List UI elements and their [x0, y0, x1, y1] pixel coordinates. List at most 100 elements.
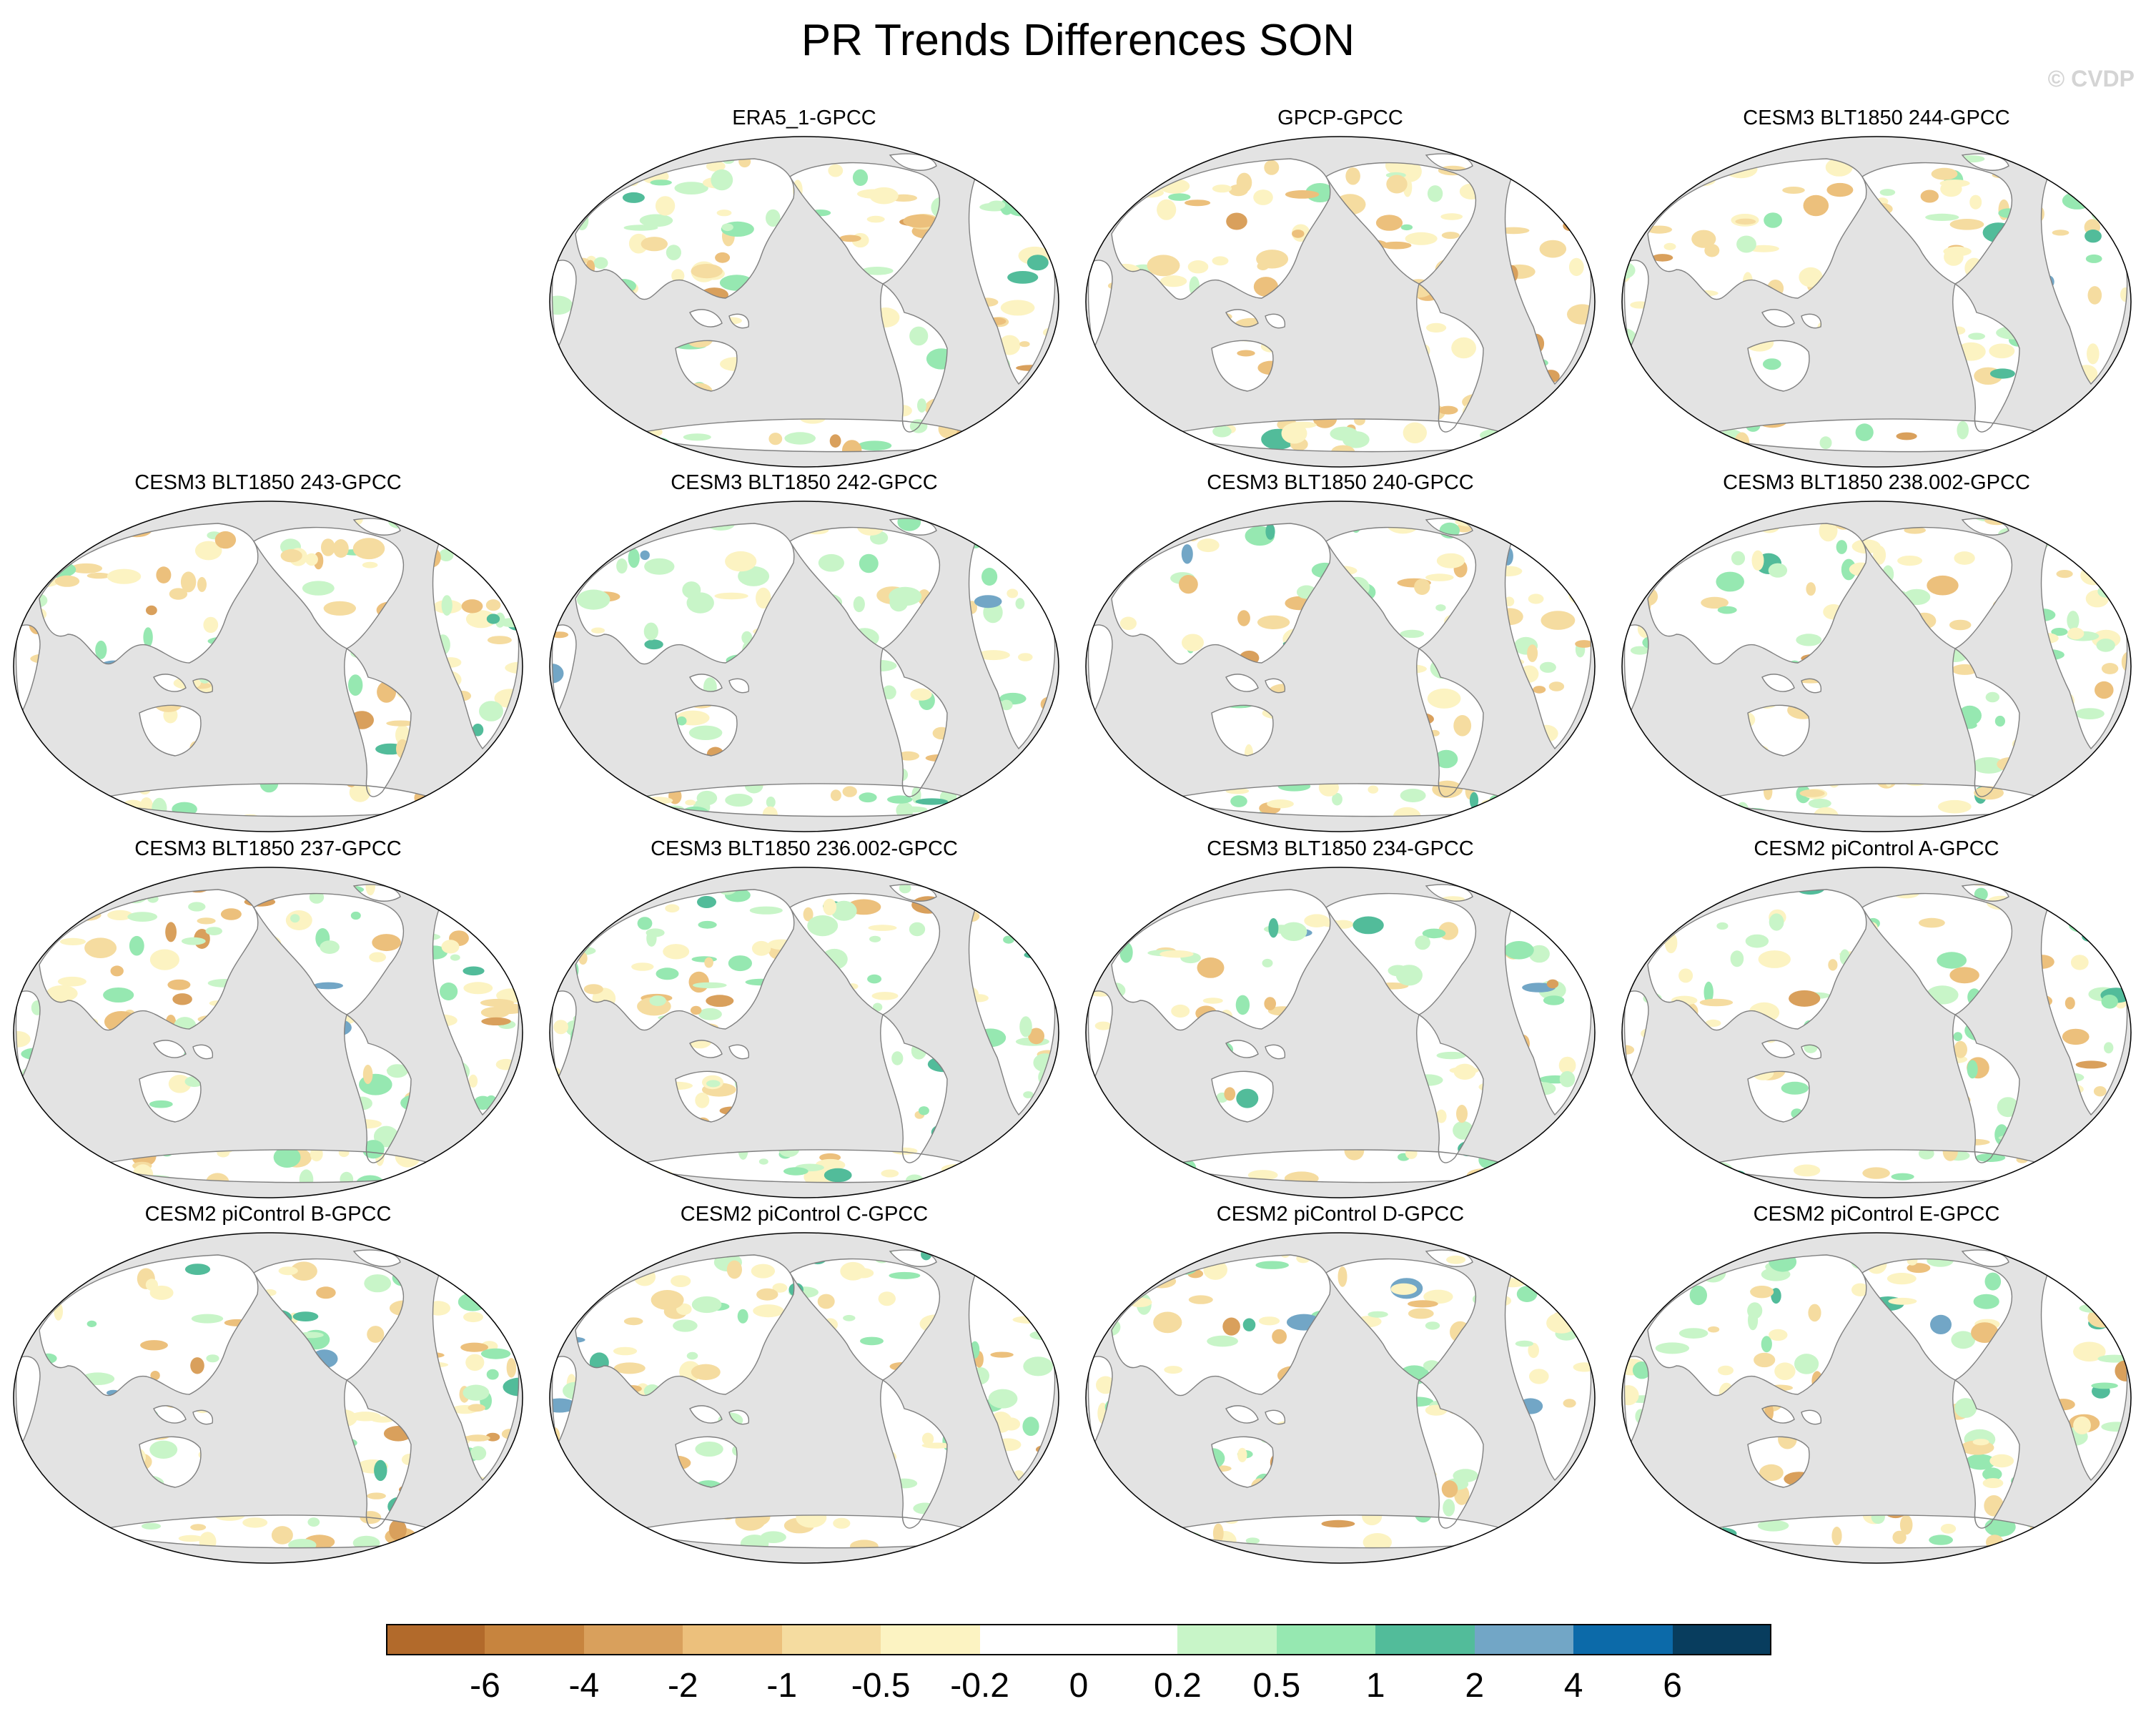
- panel-title: CESM3 BLT1850 242-GPCC: [671, 471, 938, 494]
- land-mass: [1088, 260, 1112, 348]
- coastline: [728, 678, 750, 694]
- coastline: [1111, 523, 1331, 665]
- coastline: [192, 1409, 214, 1425]
- land-mass: [354, 885, 400, 902]
- land-mass: [1326, 1259, 1476, 1380]
- colorbar-segment: [1672, 1624, 1772, 1655]
- robinson-world-map: [1085, 1232, 1596, 1564]
- land-mass: [16, 1356, 40, 1444]
- panel-title: CESM2 piControl A-GPCC: [1754, 837, 1999, 860]
- copyright-watermark: © CVDP: [2047, 66, 2135, 92]
- coastline: [1416, 1013, 1484, 1163]
- land-mass: [1762, 674, 1794, 691]
- robinson-world-map: [549, 501, 1059, 832]
- coastline: [1623, 260, 1649, 350]
- coastline: [880, 1013, 948, 1163]
- coastline: [880, 282, 948, 433]
- map-panel: CESM3 BLT1850 237-GPCC: [7, 834, 529, 1206]
- map-panel: CESM3 BLT1850 243-GPCC: [7, 468, 529, 840]
- land-mass: [39, 1255, 258, 1396]
- coastline: [153, 1405, 187, 1424]
- coastline: [880, 647, 948, 797]
- coastline: [551, 624, 577, 715]
- coastline: [139, 1070, 202, 1123]
- colorbar-tick-label: 1: [1365, 1667, 1385, 1705]
- coastline: [551, 990, 577, 1081]
- panel-title: CESM2 piControl B-GPCC: [144, 1203, 392, 1226]
- colorbar-tick-label: -2: [667, 1667, 698, 1705]
- land-mass: [1624, 990, 1648, 1079]
- land-mass: [552, 990, 576, 1079]
- coastline: [1087, 260, 1113, 350]
- coastline: [1416, 282, 1484, 433]
- land-mass: [890, 154, 936, 171]
- map-panel: CESM3 BLT1850 238.002-GPCC: [1616, 468, 2137, 840]
- land-mass: [254, 1259, 404, 1380]
- coastline: [675, 340, 738, 392]
- land-mass: [1088, 624, 1112, 713]
- colorbar-segment: [881, 1624, 981, 1655]
- land-mass: [1705, 1150, 2062, 1183]
- coastline: [39, 1254, 259, 1397]
- land-mass: [1088, 990, 1112, 1079]
- land-mass: [1226, 674, 1258, 691]
- land-mass: [575, 890, 794, 1030]
- map-panel: CESM2 piControl E-GPCC: [1616, 1200, 2137, 1572]
- coastline: [575, 523, 795, 665]
- coastline: [1861, 162, 2013, 285]
- colorbar-tick-label: 0: [1069, 1667, 1089, 1705]
- robinson-world-map: [1621, 501, 2132, 832]
- coastline: [675, 1436, 738, 1488]
- coastline: [1647, 158, 1867, 300]
- robinson-world-map: [13, 1232, 523, 1564]
- map-border: [549, 501, 1059, 832]
- coastline: [1087, 990, 1113, 1081]
- map-panel: CESM3 BLT1850 236.002-GPCC: [543, 834, 1065, 1206]
- panel-title: CESM3 BLT1850 236.002-GPCC: [651, 837, 958, 860]
- coastline: [1425, 518, 1473, 536]
- robinson-world-map: [13, 867, 523, 1198]
- map-border: [549, 1232, 1059, 1564]
- map-panel: CESM3 BLT1850 234-GPCC: [1079, 834, 1601, 1206]
- colorbar-segment: [1177, 1624, 1277, 1655]
- coastline: [789, 526, 941, 649]
- robinson-world-map: [1085, 136, 1596, 468]
- coastline: [889, 1249, 937, 1267]
- land-mass: [1705, 419, 2062, 452]
- coastline: [1801, 1044, 1822, 1060]
- coastline: [728, 1409, 750, 1425]
- colorbar-segment: [1276, 1624, 1376, 1655]
- coastline: [1265, 1044, 1286, 1060]
- robinson-world-map: [549, 136, 1059, 468]
- coastline: [1952, 282, 2020, 433]
- coastline: [789, 892, 941, 1015]
- coastline: [1747, 1070, 1810, 1123]
- map-border: [13, 867, 523, 1198]
- coastline: [1225, 1405, 1259, 1424]
- land-mass: [1112, 1255, 1330, 1396]
- coastline: [1747, 704, 1810, 757]
- coastline: [728, 1044, 750, 1060]
- colorbar-tick-label: -4: [568, 1667, 600, 1705]
- colorbar-tick-label: 6: [1663, 1667, 1682, 1705]
- coastline: [192, 678, 214, 694]
- colorbar-tick-label: 4: [1563, 1667, 1583, 1705]
- coastline: [1747, 1436, 1810, 1488]
- coastline: [15, 624, 41, 715]
- map-border: [1621, 867, 2132, 1198]
- panel-title: GPCP-GPCC: [1277, 107, 1403, 129]
- panel-title: CESM3 BLT1850 234-GPCC: [1207, 837, 1474, 860]
- land-mass: [1426, 154, 1473, 171]
- land-mass: [16, 624, 40, 713]
- map-border: [1085, 501, 1596, 832]
- coastline: [344, 1379, 412, 1529]
- map-panel: CESM3 BLT1850 244-GPCC: [1616, 104, 2137, 476]
- map-border: [1621, 1232, 2132, 1564]
- land-mass: [154, 1040, 186, 1058]
- coastline: [789, 1258, 941, 1381]
- coastline: [1225, 1040, 1259, 1058]
- colorbar-segment: [386, 1624, 485, 1655]
- colorbar-tick-label: -0.5: [851, 1667, 911, 1705]
- coastline: [789, 162, 941, 285]
- coastline: [1647, 523, 1867, 665]
